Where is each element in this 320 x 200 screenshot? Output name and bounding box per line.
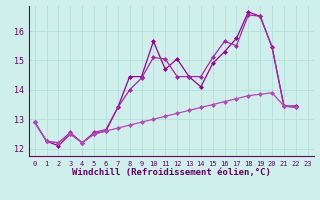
X-axis label: Windchill (Refroidissement éolien,°C): Windchill (Refroidissement éolien,°C) xyxy=(72,168,271,177)
